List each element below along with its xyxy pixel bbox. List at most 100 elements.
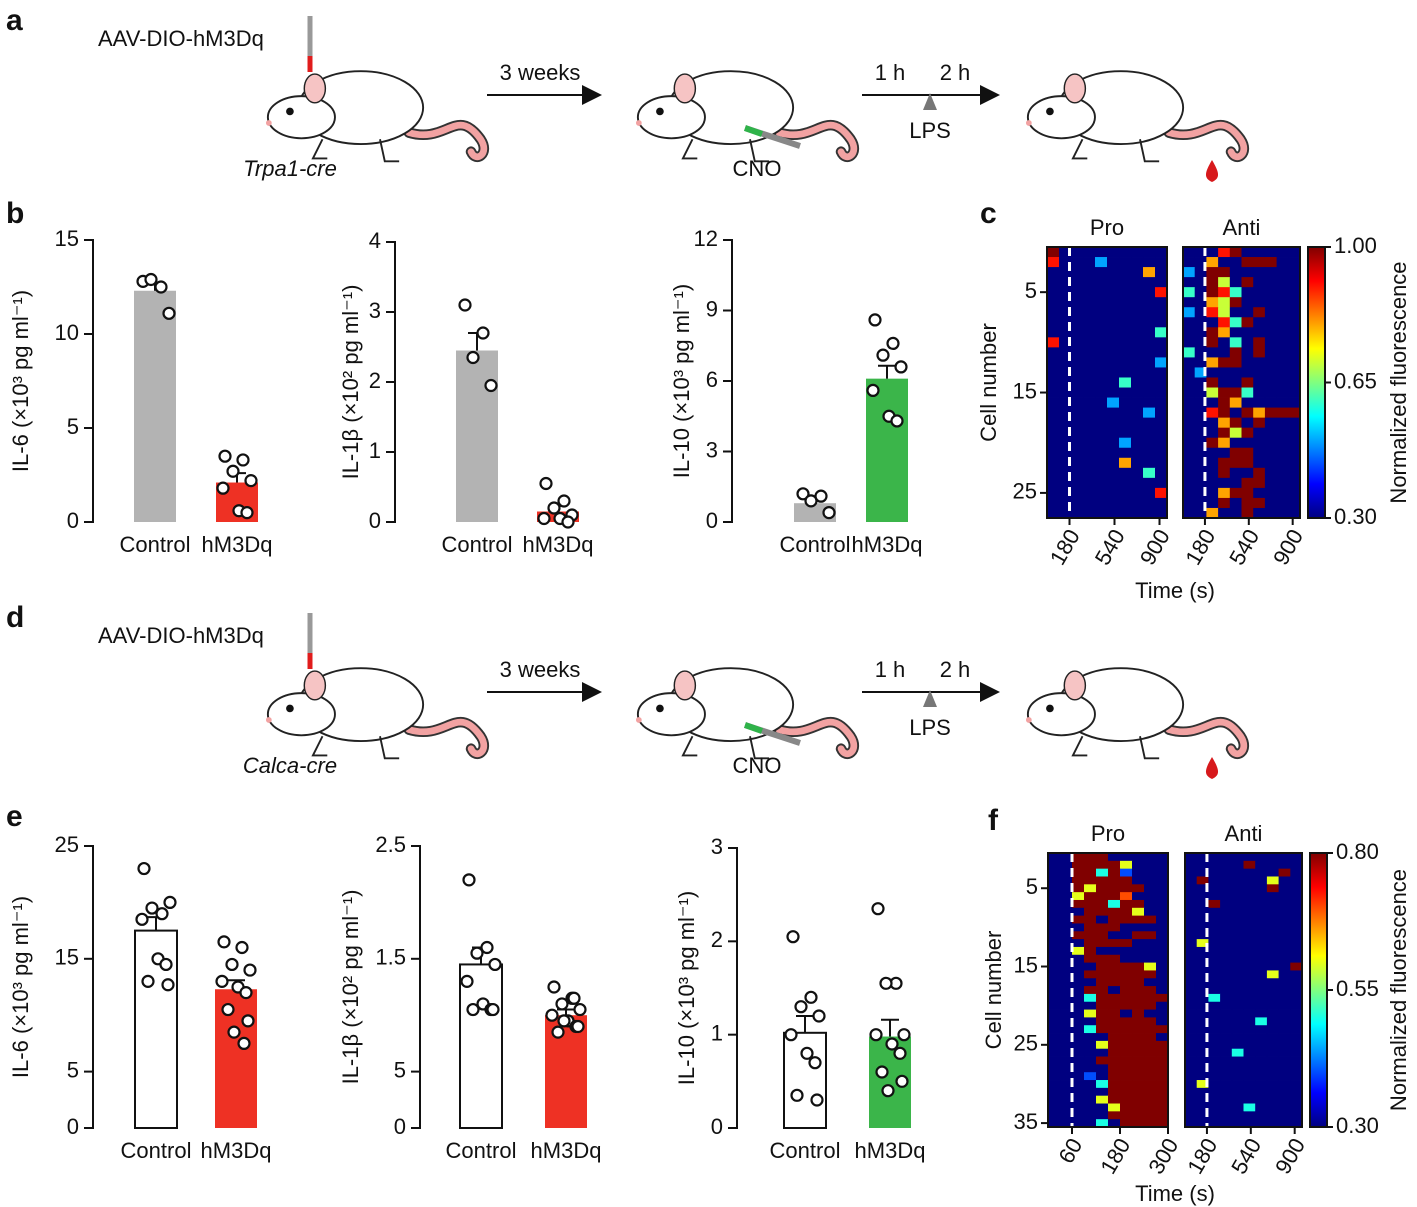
heatmap-cell	[1276, 337, 1289, 348]
heatmap-cell	[1132, 962, 1145, 971]
heatmap-cell	[1108, 978, 1121, 987]
heatmap-cell	[1059, 367, 1072, 378]
heatmap-cell	[1243, 868, 1256, 877]
heatmap-cell	[1290, 1040, 1303, 1050]
heatmap-cell	[1255, 868, 1268, 877]
heatmap-cell	[1119, 267, 1132, 278]
heatmap-cell	[1095, 477, 1108, 489]
heatmap-cell	[1183, 357, 1196, 368]
heatmap-cell	[1132, 923, 1145, 932]
heatmap-cell	[1047, 487, 1060, 499]
heatmap-cell	[1208, 970, 1221, 979]
heatmap-cell	[1243, 899, 1256, 909]
heatmap-cell	[1108, 1056, 1121, 1065]
heatmap-cell	[1220, 923, 1233, 932]
y-tick-label: 0	[394, 1114, 406, 1139]
heatmap-cell	[1107, 407, 1120, 419]
heatmap-cell	[1185, 1072, 1198, 1081]
heatmap-cell	[1266, 1056, 1279, 1065]
heatmap-cell	[1071, 307, 1084, 318]
heatmap-cell	[1108, 915, 1121, 924]
heatmap-cell	[1266, 1103, 1279, 1112]
heatmap-cell	[1096, 868, 1109, 877]
heatmap-cell	[1288, 457, 1301, 469]
heatmap-cell	[1143, 437, 1156, 449]
heatmap-cell	[1120, 1048, 1133, 1057]
x-tick-label: 540	[1226, 1134, 1266, 1178]
heatmap-cell	[1143, 427, 1156, 439]
heatmap-cell	[1196, 860, 1209, 870]
colorbar	[1309, 852, 1328, 1128]
heatmap-cell	[1243, 939, 1256, 948]
heatmap-cell	[1072, 954, 1085, 963]
heatmap-cell	[1243, 1017, 1256, 1026]
heatmap-cell	[1144, 923, 1157, 932]
heatmap-cell	[1120, 860, 1133, 870]
heatmap-cell	[1231, 923, 1244, 932]
heatmap-cell	[1206, 257, 1219, 268]
heatmap-cell	[1194, 427, 1207, 439]
heatmap-cell	[1266, 986, 1279, 995]
heatmap-cell	[1120, 962, 1133, 971]
heatmap-cell	[1185, 1048, 1198, 1057]
heatmap-cell	[1132, 1009, 1145, 1018]
heatmap-cell	[1253, 347, 1266, 358]
heatmap-cell	[1071, 437, 1084, 449]
heatmap-cell	[1231, 1048, 1244, 1057]
heatmap-cell	[1208, 860, 1221, 870]
data-point	[236, 453, 250, 467]
heatmap-cell	[1131, 467, 1144, 479]
heatmap-cell	[1255, 853, 1268, 862]
data-point	[800, 1046, 814, 1060]
heatmap-cell	[1155, 357, 1168, 368]
heatmap-cell	[1231, 1025, 1244, 1034]
heatmap-cell	[1243, 1087, 1256, 1097]
heatmap-cell	[1119, 357, 1132, 368]
heatmap-cell	[1266, 923, 1279, 932]
heatmap-cell	[1119, 497, 1132, 509]
heatmap-cell	[1108, 892, 1121, 901]
heatmap-cell	[1143, 447, 1156, 459]
heatmap-cell	[1253, 507, 1266, 519]
heatmap-cell	[1218, 377, 1231, 388]
heatmap-cell	[1290, 946, 1303, 956]
heatmap-cell	[1132, 1017, 1145, 1026]
heatmap-cell	[1096, 993, 1109, 1003]
heatmap-cell	[1072, 860, 1085, 870]
heatmap-cell	[1185, 923, 1198, 932]
heatmap-cell	[1096, 962, 1109, 971]
heatmap-cell	[1264, 397, 1277, 408]
heatmap-cell	[1231, 860, 1244, 870]
heatmap-cell	[1218, 317, 1231, 328]
heatmap-cell	[1143, 257, 1156, 268]
heatmap-cell	[1185, 1040, 1198, 1050]
heatmap-cell	[1206, 287, 1219, 298]
heatmap-cell	[1072, 1056, 1085, 1065]
heatmap-cell	[1047, 477, 1060, 489]
heatmap-cell	[1255, 978, 1268, 987]
data-point	[545, 1008, 559, 1022]
heatmap-cell	[1071, 347, 1084, 358]
heatmap-cell	[1144, 978, 1157, 987]
heatmap-cell	[1155, 307, 1168, 318]
heatmap-cell	[1071, 337, 1084, 348]
x-tick-label: 180	[1095, 1134, 1135, 1178]
heatmap-cell	[1241, 507, 1254, 519]
heatmap-cell	[1290, 1001, 1303, 1010]
bar	[866, 378, 908, 522]
heatmap-cell	[1119, 287, 1132, 298]
heatmap-cell	[1288, 267, 1301, 278]
heatmap-cell	[1095, 407, 1108, 419]
heatmap-cell	[1183, 347, 1196, 358]
heatmap-cell	[1143, 417, 1156, 429]
heatmap-cell	[1208, 939, 1221, 948]
y-tick-label: 15	[55, 226, 79, 251]
heatmap-cell	[1229, 347, 1242, 358]
heatmap-cell	[1288, 387, 1301, 398]
heatmap-cell	[1107, 477, 1120, 489]
heatmap-cell	[1253, 337, 1266, 348]
heatmap-cell	[1108, 907, 1121, 917]
heatmap-cell	[1218, 357, 1231, 368]
data-point	[790, 1088, 804, 1102]
heatmap-cell	[1060, 1056, 1073, 1065]
